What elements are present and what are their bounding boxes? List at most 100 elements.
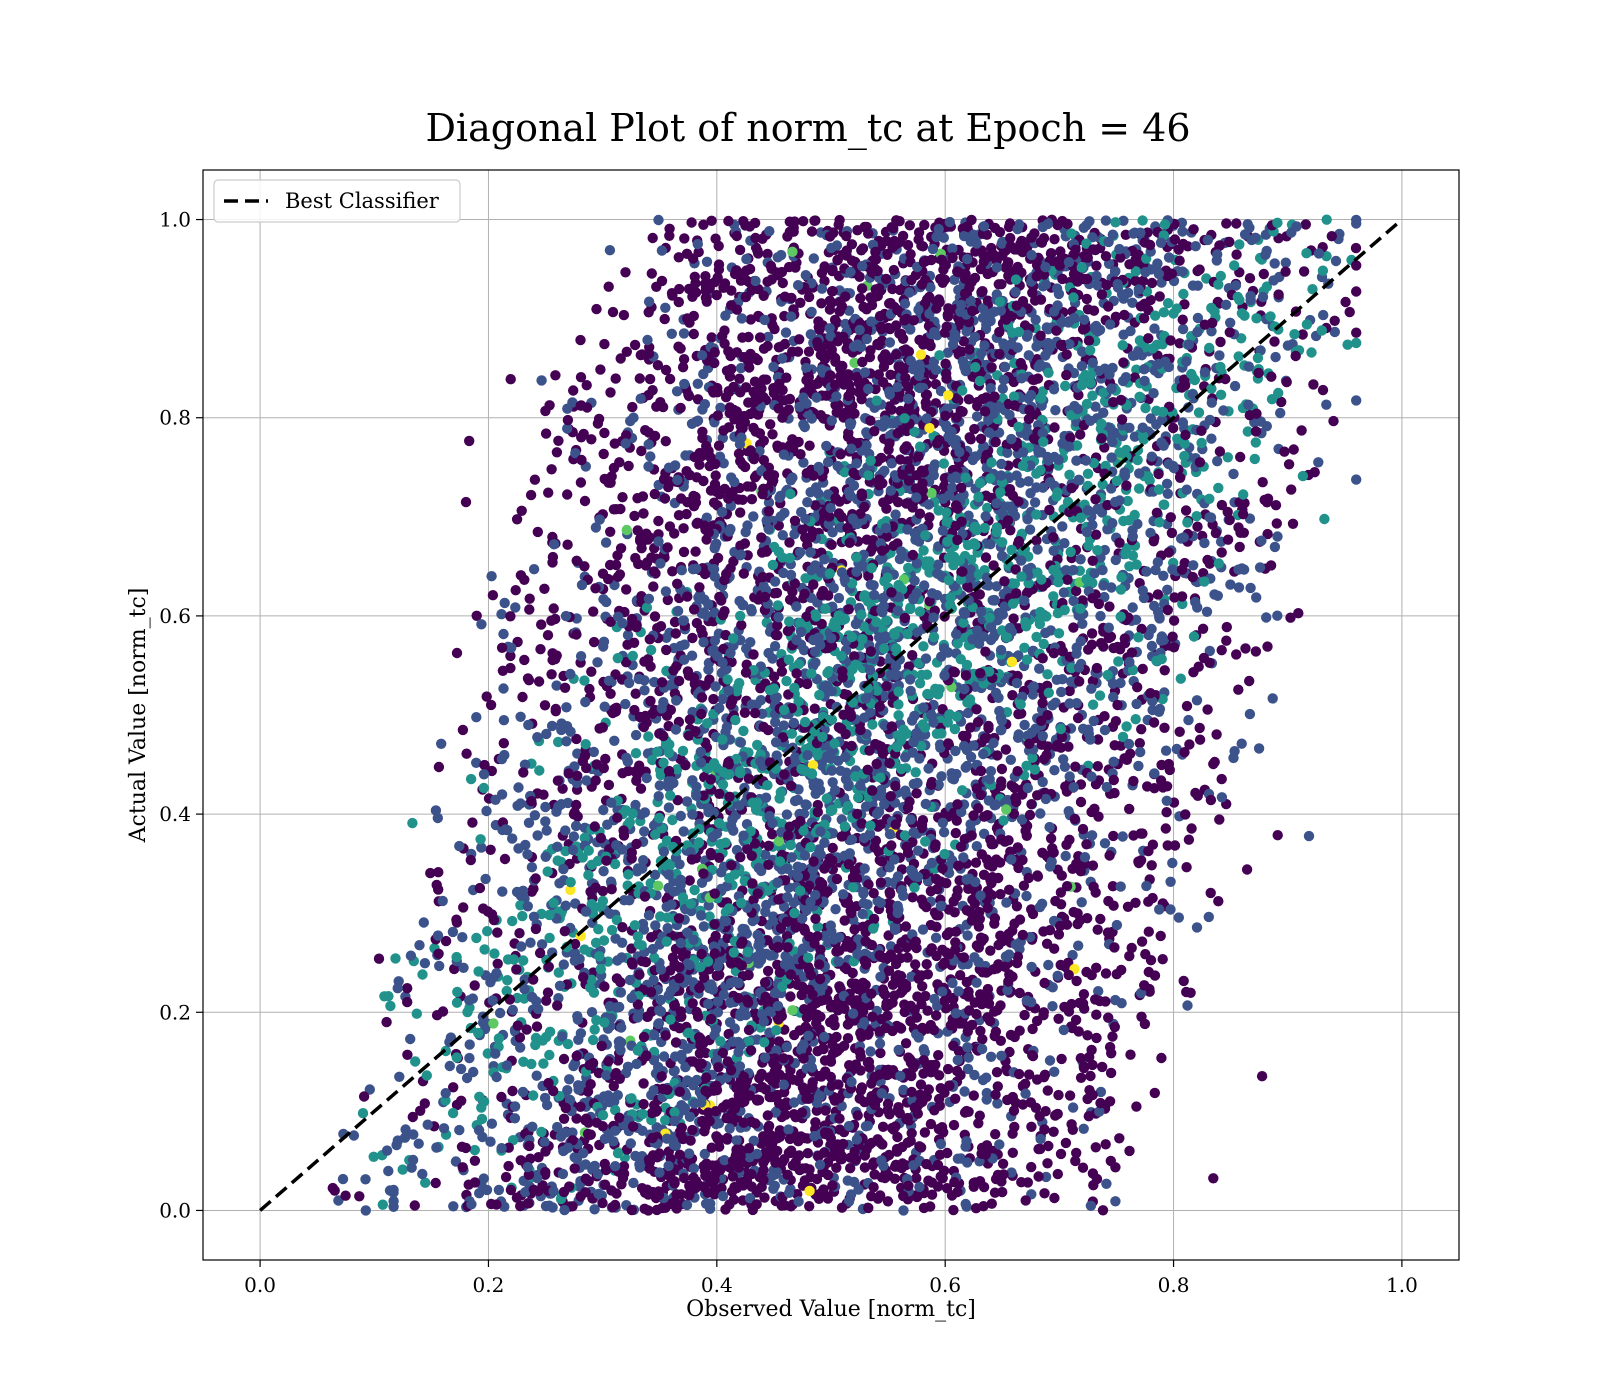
scatter-point [857, 356, 868, 368]
scatter-point [1003, 928, 1014, 940]
scatter-point [1124, 950, 1135, 962]
scatter-point [1177, 314, 1188, 325]
scatter-point [1110, 1162, 1121, 1173]
scatter-point [672, 764, 683, 775]
scatter-point [1097, 1205, 1109, 1216]
scatter-point [628, 637, 640, 648]
scatter-point [911, 1173, 922, 1184]
scatter-point [675, 810, 686, 822]
scatter-point [1125, 1049, 1136, 1060]
scatter-point [698, 790, 709, 801]
scatter-point [1004, 1046, 1015, 1058]
scatter-point [588, 606, 599, 617]
scatter-point [1082, 505, 1094, 516]
scatter-point [1301, 319, 1313, 330]
scatter-point [684, 1111, 696, 1123]
scatter-point [1121, 721, 1132, 732]
scatter-point [708, 693, 719, 705]
scatter-point [409, 1200, 420, 1211]
scatter-point [551, 447, 563, 458]
scatter-point [623, 460, 634, 472]
scatter-point [1071, 440, 1083, 451]
scatter-point [1135, 746, 1146, 758]
scatter-point [1281, 376, 1292, 388]
scatter-point [706, 215, 717, 226]
scatter-point [648, 1085, 659, 1096]
scatter-point [1162, 604, 1174, 616]
scatter-point [667, 566, 678, 577]
scatter-point [1136, 936, 1148, 947]
scatter-point [994, 226, 1006, 238]
scatter-point [437, 895, 448, 907]
scatter-point [921, 560, 932, 571]
scatter-point [1087, 860, 1099, 871]
scatter-point [579, 561, 590, 572]
scatter-point [558, 863, 569, 875]
scatter-point [720, 392, 732, 403]
scatter-point [653, 791, 664, 802]
scatter-point [962, 930, 973, 941]
scatter-point [1026, 799, 1037, 810]
scatter-point [1106, 582, 1117, 593]
scatter-point [523, 817, 535, 828]
scatter-point [660, 586, 672, 597]
scatter-point [647, 385, 658, 396]
scatter-point [660, 302, 671, 313]
scatter-point [627, 401, 638, 413]
scatter-point [686, 217, 697, 228]
scatter-point [798, 645, 810, 656]
scatter-point [1027, 1023, 1038, 1035]
scatter-point [1131, 1101, 1142, 1112]
scatter-point [800, 270, 811, 281]
scatter-point [729, 476, 740, 488]
scatter-point [745, 348, 756, 360]
scatter-point [962, 539, 974, 551]
scatter-point [1078, 1123, 1089, 1135]
scatter-point [1270, 351, 1281, 363]
scatter-point [717, 779, 729, 790]
scatter-point [990, 436, 1001, 448]
scatter-point [1181, 700, 1193, 712]
scatter-point [397, 1164, 408, 1175]
scatter-point [1160, 745, 1172, 756]
scatter-point [1190, 596, 1201, 608]
scatter-point [1071, 1147, 1082, 1159]
scatter-point [425, 867, 436, 879]
scatter-point [805, 329, 816, 340]
scatter-point [1050, 405, 1061, 416]
scatter-point [1137, 215, 1148, 226]
scatter-point [746, 284, 757, 296]
scatter-point [1003, 257, 1014, 268]
scatter-point [762, 248, 773, 260]
scatter-point [800, 573, 811, 584]
scatter-point [735, 540, 746, 551]
scatter-point [510, 585, 521, 596]
scatter-point [760, 849, 771, 860]
scatter-point [677, 362, 689, 373]
scatter-point [1179, 299, 1190, 310]
scatter-point [337, 1173, 349, 1185]
scatter-point [1287, 518, 1299, 529]
scatter-point [687, 632, 698, 644]
scatter-point [955, 841, 967, 852]
scatter-point [1055, 920, 1066, 932]
scatter-point [598, 935, 610, 946]
scatter-point [1236, 738, 1247, 749]
scatter-point [781, 809, 793, 820]
scatter-point [746, 606, 757, 617]
scatter-point [770, 717, 781, 728]
scatter-point [525, 937, 536, 948]
scatter-point [868, 1182, 879, 1193]
scatter-point [663, 481, 674, 493]
scatter-point [458, 962, 469, 973]
scatter-point [881, 998, 892, 1009]
scatter-point [664, 230, 675, 241]
scatter-point [778, 901, 790, 912]
scatter-point [892, 871, 904, 882]
scatter-point [539, 583, 550, 594]
scatter-point [1106, 1048, 1117, 1059]
scatter-point [970, 857, 982, 868]
scatter-point [480, 873, 491, 885]
scatter-point [1139, 364, 1150, 375]
